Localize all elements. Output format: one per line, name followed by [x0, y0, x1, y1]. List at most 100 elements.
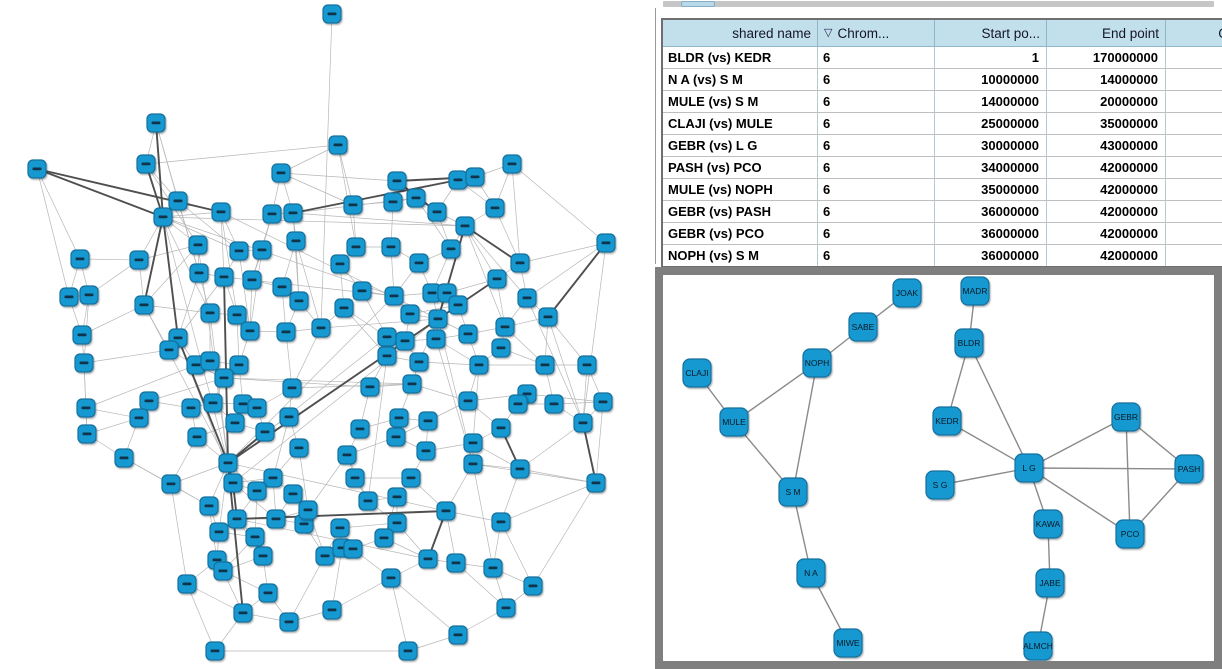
network-node[interactable]	[350, 419, 370, 439]
table-row[interactable]: MULE (vs) S M614000000200000007.5	[661, 90, 1222, 113]
network-node[interactable]	[389, 408, 409, 428]
table-row[interactable]: BLDR (vs) KEDR61170000000192.0	[661, 46, 1222, 69]
network-node[interactable]	[76, 398, 96, 418]
network-node[interactable]	[343, 539, 363, 559]
network-node[interactable]	[187, 427, 207, 447]
network-node[interactable]	[214, 267, 234, 287]
network-node[interactable]	[168, 191, 188, 211]
network-node[interactable]	[70, 249, 90, 269]
network-node[interactable]	[448, 170, 468, 190]
network-node[interactable]	[77, 424, 97, 444]
node-claji[interactable]: CLAJI	[682, 358, 712, 388]
network-node[interactable]	[383, 192, 403, 212]
column-header-genetic-[interactable]: Genetic...	[1165, 18, 1222, 47]
network-node[interactable]	[161, 474, 181, 494]
network-node[interactable]	[214, 368, 234, 388]
network-node[interactable]	[345, 468, 365, 488]
filter-icon[interactable]: ▽	[824, 26, 833, 39]
network-node[interactable]	[422, 283, 442, 303]
node-gebr[interactable]: GEBR	[1111, 402, 1141, 432]
network-node[interactable]	[455, 216, 475, 236]
network-node[interactable]	[517, 288, 537, 308]
network-node[interactable]	[188, 235, 208, 255]
network-node[interactable]	[205, 641, 225, 661]
network-node[interactable]	[223, 473, 243, 493]
network-node[interactable]	[315, 546, 335, 566]
network-node[interactable]	[189, 263, 209, 283]
network-node[interactable]	[402, 374, 422, 394]
column-header-start-po-[interactable]: Start po...	[934, 18, 1047, 47]
network-node[interactable]	[139, 391, 159, 411]
table-scrollbar-thumb[interactable]	[681, 1, 715, 7]
network-node[interactable]	[240, 321, 260, 341]
network-node[interactable]	[538, 307, 558, 327]
node-sabe[interactable]: SABE	[848, 312, 878, 342]
node-almch[interactable]: ALMCH	[1023, 631, 1053, 661]
network-node[interactable]	[441, 239, 461, 259]
network-node[interactable]	[136, 154, 156, 174]
column-header-shared-name[interactable]: shared name	[661, 18, 818, 47]
network-node[interactable]	[387, 487, 407, 507]
network-node[interactable]	[586, 473, 606, 493]
network-node[interactable]	[129, 408, 149, 428]
network-node[interactable]	[276, 322, 296, 342]
network-node[interactable]	[343, 195, 363, 215]
network-node[interactable]	[495, 317, 515, 337]
network-node[interactable]	[289, 438, 309, 458]
network-node[interactable]	[337, 445, 357, 465]
network-node[interactable]	[496, 598, 516, 618]
network-node[interactable]	[523, 576, 543, 596]
network-node[interactable]	[418, 411, 438, 431]
network-node[interactable]	[203, 393, 223, 413]
network-node[interactable]	[596, 233, 616, 253]
network-node[interactable]	[74, 353, 94, 373]
network-node[interactable]	[283, 484, 303, 504]
network-node[interactable]	[209, 522, 229, 542]
network-node[interactable]	[360, 377, 380, 397]
network-node[interactable]	[401, 468, 421, 488]
network-node[interactable]	[446, 553, 466, 573]
node-jabe[interactable]: JABE	[1035, 568, 1065, 598]
network-node[interactable]	[322, 4, 342, 24]
node-mule[interactable]: MULE	[719, 407, 749, 437]
network-node[interactable]	[263, 468, 283, 488]
network-node[interactable]	[418, 549, 438, 569]
network-node[interactable]	[266, 509, 286, 529]
network-node[interactable]	[334, 298, 354, 318]
network-node[interactable]	[213, 561, 233, 581]
network-node[interactable]	[508, 394, 528, 414]
node-n-a[interactable]: N A	[796, 558, 826, 588]
network-node[interactable]	[428, 309, 448, 329]
network-node[interactable]	[458, 324, 478, 344]
node-pco[interactable]: PCO	[1115, 519, 1145, 549]
table-horizontal-scrollbar[interactable]	[663, 1, 1214, 7]
network-node[interactable]	[330, 254, 350, 274]
network-node[interactable]	[200, 351, 220, 371]
network-node[interactable]	[386, 427, 406, 447]
network-node[interactable]	[146, 113, 166, 133]
network-node[interactable]	[387, 513, 407, 533]
column-header-chrom-[interactable]: ▽ Chrom...	[817, 18, 935, 47]
network-node[interactable]	[426, 329, 446, 349]
network-node[interactable]	[406, 188, 426, 208]
node-madr[interactable]: MADR	[960, 276, 990, 306]
network-node[interactable]	[114, 448, 134, 468]
network-node[interactable]	[286, 231, 306, 251]
network-node[interactable]	[262, 204, 282, 224]
network-node[interactable]	[483, 558, 503, 578]
network-node[interactable]	[282, 378, 302, 398]
node-miwe[interactable]: MIWE	[833, 628, 863, 658]
network-node[interactable]	[177, 574, 197, 594]
node-kawa[interactable]: KAWA	[1033, 509, 1063, 539]
node-pash[interactable]: PASH	[1174, 454, 1204, 484]
network-node[interactable]	[491, 418, 511, 438]
network-node[interactable]	[211, 202, 231, 222]
network-node[interactable]	[469, 355, 489, 375]
network-node[interactable]	[465, 167, 485, 187]
network-node[interactable]	[491, 512, 511, 532]
network-node[interactable]	[487, 269, 507, 289]
network-node[interactable]	[535, 355, 555, 375]
table-row[interactable]: GEBR (vs) L G6300000004300000016.9	[661, 134, 1222, 157]
network-node[interactable]	[377, 346, 397, 366]
network-node[interactable]	[328, 135, 348, 155]
